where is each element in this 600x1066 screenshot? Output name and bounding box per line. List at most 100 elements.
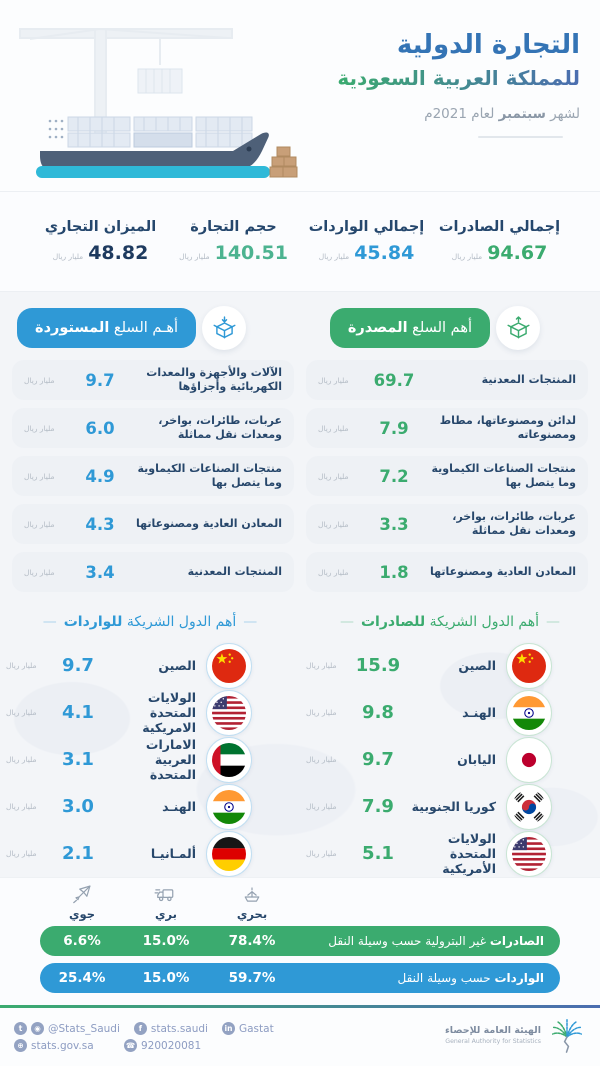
country-value: 2.1 bbox=[62, 843, 94, 864]
social-label: 920020081 bbox=[141, 1039, 202, 1052]
partner-countries-section: أهم الدول الشريكة للصادرات أهم الدول الش… bbox=[0, 604, 600, 877]
mode-air: جوي bbox=[54, 882, 110, 921]
country-unit: مليار ريال bbox=[306, 755, 337, 764]
goods-value: 4.3 bbox=[85, 514, 115, 534]
country-row: الهنـد 9.8 مليار ريال bbox=[306, 689, 594, 745]
country-name: اليابان bbox=[457, 752, 496, 767]
goods-value: 1.8 bbox=[379, 562, 409, 582]
org-name-english: General Authority for Statistics bbox=[445, 1038, 541, 1045]
sea-share-value: 78.4% bbox=[228, 933, 276, 949]
country-row: اليابان 9.7 مليار ريال bbox=[306, 736, 594, 792]
country-value: 9.7 bbox=[362, 749, 394, 770]
stat-value: 94.67 bbox=[487, 242, 548, 264]
exports-transport-bar: الصادرات غير البترولية حسب وسيلة النقل 6… bbox=[40, 926, 560, 956]
title-bold: المستوردة bbox=[35, 320, 110, 336]
linkedin-handle: in Gastat bbox=[221, 1022, 274, 1035]
stat-trade-volume: حجم التجارة 140.51 مليار ريال bbox=[167, 219, 300, 264]
country-name: الهنـد bbox=[162, 799, 196, 814]
country-unit: مليار ريال bbox=[306, 802, 337, 811]
country-name: الامارات العربية المتحدة bbox=[145, 737, 196, 782]
goods-unit: مليار ريال bbox=[318, 375, 349, 385]
goods-value: 3.3 bbox=[379, 514, 409, 534]
india-flag-icon bbox=[206, 783, 252, 839]
country-value: 3.1 bbox=[62, 749, 94, 770]
bar-label-bold: الواردات bbox=[494, 971, 545, 985]
exported-goods-column: أهم السلع المصدرة المنتجات المعدنية 69.7 م… bbox=[300, 306, 594, 604]
germany-flag-icon bbox=[206, 830, 252, 877]
twitter-icon: t bbox=[14, 1022, 27, 1035]
country-row: الهنـد 3.0 مليار ريال bbox=[6, 783, 294, 839]
country-unit: مليار ريال bbox=[6, 755, 37, 764]
title-regular: أهم الدول الشريكة bbox=[126, 614, 237, 630]
title-line1: التجارة الدولية bbox=[396, 30, 580, 60]
list-item: عربات، طائرات، بواخر، ومعدات نقل مماثلة 6… bbox=[12, 408, 294, 448]
goods-label: المعادن العادية ومصنوعاتها bbox=[135, 516, 282, 530]
gastat-logo-text: الهيئة العامة للإحصاء General Authority … bbox=[445, 1025, 541, 1045]
goods-label: لدائن ومصنوعاتها، مطاط ومصنوعاته bbox=[439, 413, 576, 441]
goods-value: 9.7 bbox=[85, 370, 115, 390]
stat-value: 48.82 bbox=[88, 242, 149, 264]
list-item: الآلات والأجهزة والمعدات الكهربائية وأجز… bbox=[12, 360, 294, 400]
title-regular: أهم الدول الشريكة bbox=[429, 614, 540, 630]
country-row: الصين 15.9 مليار ريال bbox=[306, 642, 594, 698]
sea-share-value: 59.7% bbox=[228, 970, 276, 986]
export-partners-column: الصين 15.9 مليار ريال الهنـد 9.8 مليار ر… bbox=[300, 642, 600, 877]
air-share-value: 6.6% bbox=[63, 933, 101, 949]
header: التجارة الدولية للمملكة العربية السعودية… bbox=[0, 0, 600, 192]
instagram-icon: ◉ bbox=[31, 1022, 44, 1035]
social-label: stats.saudi bbox=[150, 1022, 208, 1035]
twitter-handle: t ◉ @Stats_Saudi bbox=[14, 1022, 120, 1035]
goods-unit: مليار ريال bbox=[24, 519, 55, 529]
country-name: الولايات المتحدة الامريكية bbox=[142, 690, 196, 735]
country-name: الولايات المتحدة الأمريكية bbox=[442, 831, 496, 876]
country-unit: مليار ريال bbox=[306, 708, 337, 717]
truck-icon bbox=[154, 889, 174, 902]
import-partners-title: أهم الدول الشريكة للواردات bbox=[0, 614, 300, 638]
imported-goods-title: أهـم السلع المستوردة bbox=[17, 308, 196, 348]
country-value: 3.0 bbox=[62, 796, 94, 817]
bar-label: الواردات حسب وسيلة النقل bbox=[397, 971, 544, 985]
goods-value: 69.7 bbox=[373, 370, 415, 390]
mode-sea: بحري bbox=[224, 882, 280, 921]
org-name-arabic: الهيئة العامة للإحصاء bbox=[444, 1025, 541, 1036]
usa-flag-icon bbox=[206, 689, 252, 745]
ship-icon bbox=[244, 887, 260, 902]
country-unit: مليار ريال bbox=[6, 661, 37, 670]
goods-value: 6.0 bbox=[85, 418, 115, 438]
facebook-icon: f bbox=[133, 1022, 147, 1035]
footer: t ◉ @Stats_Saudi f stats.saudi in Gastat ⊕ st… bbox=[0, 1008, 600, 1066]
partner-columns: الصين 15.9 مليار ريال الهنـد 9.8 مليار ر… bbox=[0, 642, 600, 877]
title-line2: للمملكة العربية السعودية bbox=[337, 66, 580, 90]
goods-unit: مليار ريال bbox=[24, 471, 55, 481]
social-links: t ◉ @Stats_Saudi f stats.saudi in Gastat ⊕ st… bbox=[14, 1018, 274, 1052]
country-unit: مليار ريال bbox=[306, 661, 337, 670]
goods-label: عربات، طائرات، بواخر، ومعدات نقل مماثلة bbox=[452, 509, 576, 537]
country-name: الصين bbox=[458, 658, 496, 673]
country-value: 7.9 bbox=[362, 796, 394, 817]
social-label: @Stats_Saudi bbox=[48, 1022, 120, 1035]
list-item: المنتجات المعدنية 69.7 مليار ريال bbox=[306, 360, 588, 400]
goods-label: عربات، طائرات، بواخر، ومعدات نقل مماثلة bbox=[158, 413, 282, 441]
country-name: ألمـانيـا bbox=[150, 846, 196, 861]
country-row: الولايات المتحدة الامريكية 4.1 مليار ريا… bbox=[6, 689, 294, 745]
goods-unit: مليار ريال bbox=[318, 567, 349, 577]
partner-headers: أهم الدول الشريكة للصادرات أهم الدول الش… bbox=[0, 614, 600, 638]
footer-gradient-divider bbox=[0, 1005, 600, 1008]
goods-unit: مليار ريال bbox=[24, 423, 55, 433]
stat-unit: مليار ريال bbox=[52, 252, 84, 261]
country-name: الهنـد bbox=[462, 705, 496, 720]
country-unit: مليار ريال bbox=[6, 849, 37, 858]
summary-stats: إجمالي الصادرات 94.67 مليار ريال إجمالي ا… bbox=[0, 192, 600, 292]
country-row: الصين 9.7 مليار ريال bbox=[6, 642, 294, 698]
country-row: الولايات المتحدة الأمريكية 5.1 مليار ريا… bbox=[306, 830, 594, 877]
land-share-value: 15.0% bbox=[142, 933, 190, 949]
box-arrow-up-icon bbox=[496, 306, 540, 350]
subtitle-suffix: لعام 2021م bbox=[424, 106, 495, 122]
transport-section: جوي بري بحري الصادرات غير البترولية حسب … bbox=[0, 877, 600, 1005]
country-name: الصين bbox=[158, 658, 196, 673]
goods-unit: مليار ريال bbox=[24, 375, 55, 385]
gastat-logo: الهيئة العامة للإحصاء General Authority … bbox=[445, 1016, 586, 1054]
globe-icon: ⊕ bbox=[14, 1039, 27, 1052]
country-value: 9.7 bbox=[62, 655, 94, 676]
title-bold: للواردات bbox=[63, 614, 123, 630]
